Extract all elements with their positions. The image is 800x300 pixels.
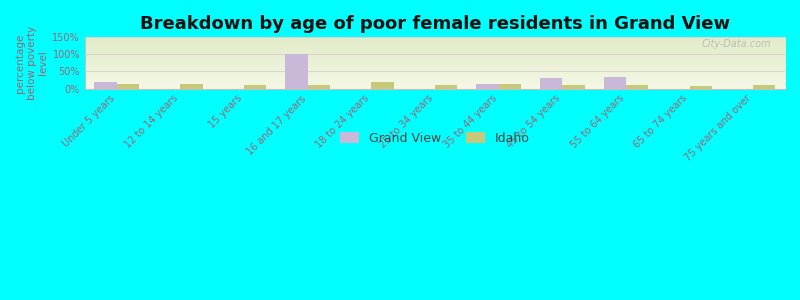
Bar [94, 82, 117, 88]
Bar [603, 76, 626, 88]
Bar [286, 54, 308, 88]
Bar [498, 84, 521, 88]
Bar [476, 84, 498, 88]
Text: City-Data.com: City-Data.com [702, 39, 771, 49]
Bar [753, 85, 775, 88]
Title: Breakdown by age of poor female residents in Grand View: Breakdown by age of poor female resident… [140, 15, 730, 33]
Bar [690, 86, 712, 88]
Bar [180, 84, 202, 88]
Bar [626, 85, 648, 88]
Bar [371, 82, 394, 88]
Bar [562, 85, 585, 88]
Bar [117, 84, 139, 88]
Bar [308, 85, 330, 88]
Bar [540, 78, 562, 88]
Legend: Grand View, Idaho: Grand View, Idaho [335, 127, 534, 149]
Y-axis label: percentage
below poverty
level: percentage below poverty level [15, 26, 48, 100]
Bar [435, 85, 458, 88]
Bar [244, 85, 266, 88]
